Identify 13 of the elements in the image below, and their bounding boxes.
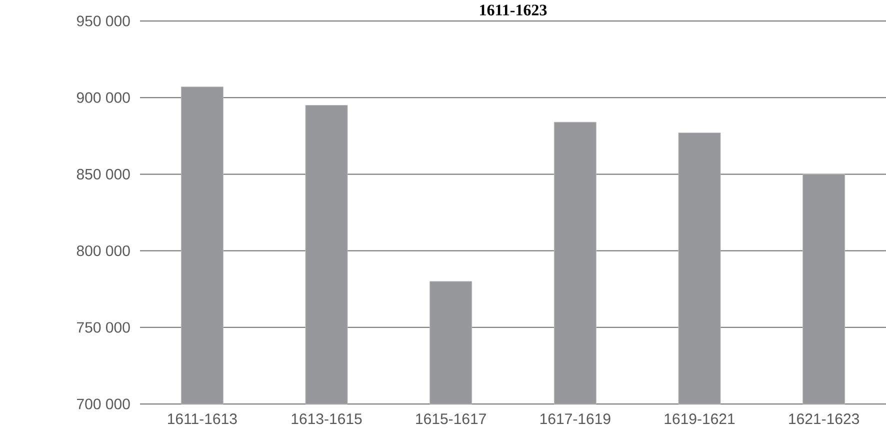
y-tick-label: 750 000: [77, 322, 130, 333]
y-tick-label: 950 000: [76, 16, 130, 26]
x-tick-label: 1617-1619: [540, 414, 610, 424]
x-tick-label: 1619-1621: [664, 414, 735, 424]
x-tick-label: 1621-1623: [789, 414, 860, 424]
x-tick-label: 1613-1615: [292, 414, 362, 424]
x-tick-label: 1615-1617: [416, 414, 486, 424]
y-tick-label: 850 000: [76, 168, 130, 180]
chart-title: 1611-1623: [480, 4, 547, 16]
x-tick-label: 1611-1613: [168, 414, 237, 424]
y-tick-label: 800 000: [76, 245, 130, 256]
y-tick-label: 900 000: [76, 92, 130, 103]
y-tick-label: 700 000: [77, 398, 130, 410]
